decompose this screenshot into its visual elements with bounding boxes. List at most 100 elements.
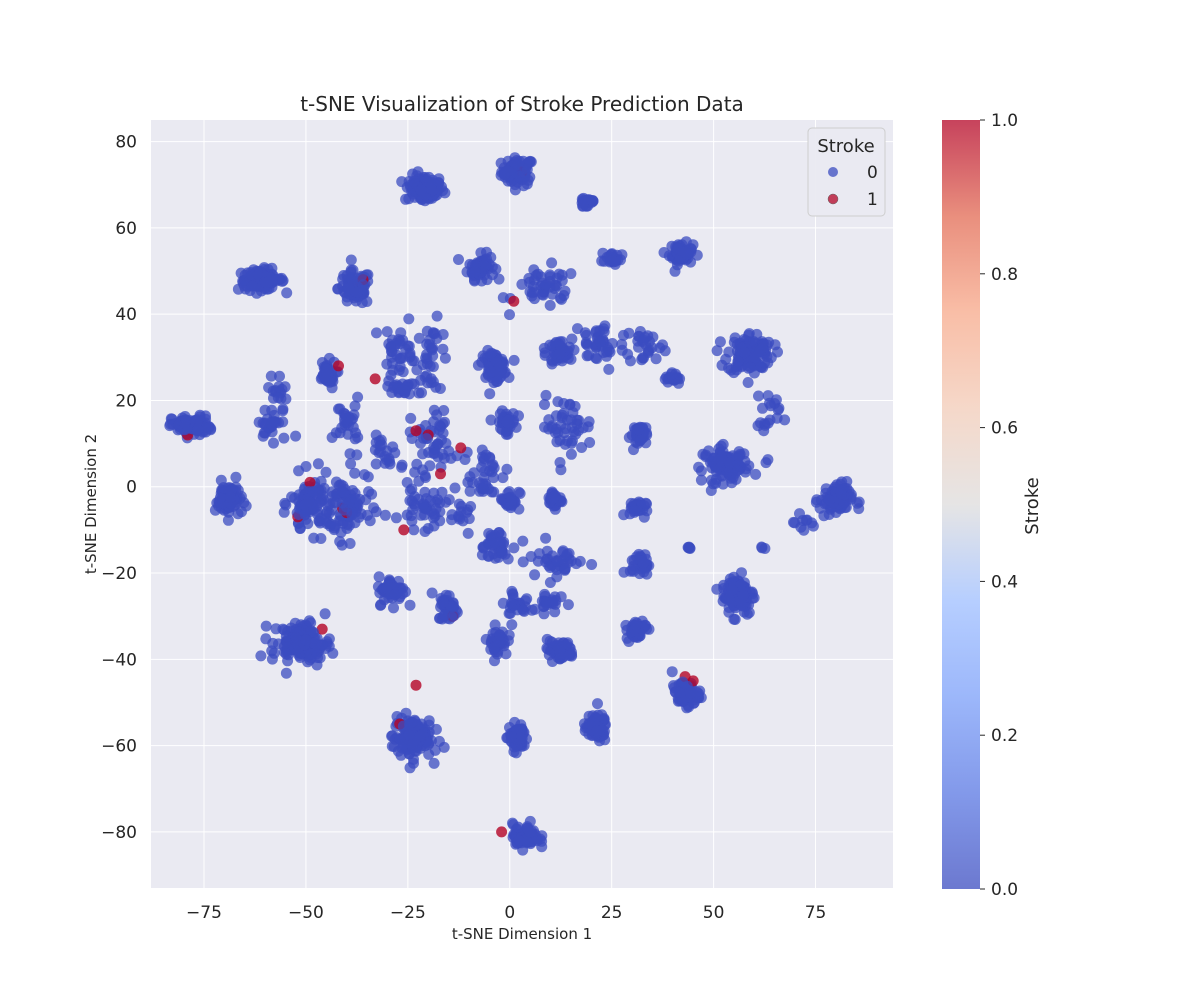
scatter-point-class-0 xyxy=(562,599,574,611)
y-tick-label: 0 xyxy=(126,478,137,498)
scatter-point-class-0 xyxy=(406,495,418,507)
scatter-point-class-0 xyxy=(375,599,387,611)
scatter-point-class-0 xyxy=(225,491,236,503)
scatter-point-class-0 xyxy=(290,632,302,643)
scatter-point-class-0 xyxy=(352,391,364,403)
scatter-point-class-0 xyxy=(279,497,291,509)
scatter-point-class-0 xyxy=(508,542,520,554)
scatter-point-class-0 xyxy=(396,176,408,188)
scatter-point-class-0 xyxy=(300,634,312,646)
scatter-point-class-0 xyxy=(514,488,526,499)
scatter-point-class-0 xyxy=(406,739,418,751)
scatter-point-class-0 xyxy=(389,589,401,600)
scatter-point-class-0 xyxy=(560,423,572,435)
scatter-point-class-0 xyxy=(638,566,650,578)
scatter-point-class-0 xyxy=(529,569,541,581)
scatter-point-class-0 xyxy=(501,463,513,475)
scatter-point-class-0 xyxy=(428,520,440,532)
scatter-point-class-0 xyxy=(421,433,432,445)
scatter-point-class-0 xyxy=(266,645,278,657)
scatter-point-class-0 xyxy=(364,515,376,527)
scatter-point-class-0 xyxy=(396,461,408,473)
scatter-point-class-0 xyxy=(304,654,316,666)
scatter-point-class-0 xyxy=(293,465,305,477)
scatter-point-class-0 xyxy=(823,494,835,506)
scatter-point-class-0 xyxy=(717,438,729,450)
scatter-point-class-1 xyxy=(369,373,381,385)
scatter-point-class-0 xyxy=(312,458,324,470)
x-axis-title: t-SNE Dimension 1 xyxy=(452,925,592,943)
scatter-point-class-0 xyxy=(381,326,393,338)
scatter-points xyxy=(164,152,865,856)
scatter-point-class-0 xyxy=(580,338,592,350)
scatter-point-class-0 xyxy=(278,432,290,444)
scatter-point-class-0 xyxy=(835,488,847,500)
scatter-point-class-0 xyxy=(345,458,357,470)
colorbar-tick-label: 0.8 xyxy=(991,265,1018,285)
scatter-point-class-0 xyxy=(564,650,575,662)
scatter-point-class-0 xyxy=(551,640,563,652)
scatter-point-class-0 xyxy=(390,512,402,524)
scatter-point-class-0 xyxy=(366,488,378,500)
scatter-point-class-0 xyxy=(485,347,497,359)
scatter-point-class-0 xyxy=(429,744,441,756)
scatter-point-class-0 xyxy=(549,606,561,618)
y-axis-title: t-SNE Dimension 2 xyxy=(82,434,100,574)
scatter-point-class-0 xyxy=(230,471,242,483)
scatter-point-class-0 xyxy=(381,582,392,594)
legend-box xyxy=(807,127,886,217)
scatter-point-class-0 xyxy=(551,272,563,284)
scatter-point-class-0 xyxy=(337,497,348,509)
scatter-point-class-0 xyxy=(337,273,349,285)
x-tick-labels: −75 −50 −25 0 25 50 75 xyxy=(186,903,826,923)
scatter-point-class-0 xyxy=(851,497,863,509)
scatter-point-class-0 xyxy=(523,272,535,284)
scatter-point-class-0 xyxy=(561,638,573,650)
scatter-point-class-1 xyxy=(435,468,446,480)
scatter-point-class-0 xyxy=(616,338,628,350)
scatter-point-class-0 xyxy=(682,541,694,553)
scatter-point-class-0 xyxy=(495,157,507,169)
scatter-point-class-0 xyxy=(726,584,738,596)
legend-marker-0 xyxy=(828,167,838,177)
scatter-point-class-0 xyxy=(421,325,433,337)
scatter-point-class-0 xyxy=(538,342,550,354)
scatter-point-class-0 xyxy=(657,339,668,351)
scatter-point-class-0 xyxy=(368,502,380,514)
scatter-point-class-0 xyxy=(677,676,689,688)
scatter-point-class-0 xyxy=(246,280,258,292)
scatter-point-class-0 xyxy=(266,653,278,665)
scatter-point-class-0 xyxy=(584,437,596,448)
colorbar-label: Stroke xyxy=(1022,477,1043,534)
scatter-point-class-0 xyxy=(711,345,723,357)
scatter-point-class-0 xyxy=(757,402,768,414)
scatter-point-class-0 xyxy=(405,412,417,424)
scatter-point-class-0 xyxy=(439,609,451,621)
x-tick-label: −75 xyxy=(186,903,222,923)
scatter-point-class-0 xyxy=(459,454,471,465)
scatter-point-class-0 xyxy=(308,637,320,649)
scatter-point-class-0 xyxy=(453,254,464,265)
scatter-point-class-0 xyxy=(383,453,395,465)
scatter-point-class-0 xyxy=(343,519,355,531)
scatter-point-class-0 xyxy=(428,757,440,769)
chart-title: t-SNE Visualization of Stroke Prediction… xyxy=(300,92,744,116)
scatter-point-class-0 xyxy=(517,556,529,568)
scatter-point-class-0 xyxy=(278,506,290,518)
scatter-point-class-0 xyxy=(408,175,420,187)
scatter-point-class-0 xyxy=(576,442,588,453)
scatter-point-class-0 xyxy=(732,465,744,476)
colorbar-gradient xyxy=(942,120,980,889)
scatter-point-class-0 xyxy=(762,417,774,429)
scatter-point-class-0 xyxy=(489,655,500,667)
scatter-point-class-0 xyxy=(222,514,234,526)
scatter-point-class-0 xyxy=(214,492,226,504)
scatter-point-class-0 xyxy=(401,381,413,393)
scatter-point-class-0 xyxy=(496,545,508,556)
scatter-point-class-0 xyxy=(417,464,429,476)
scatter-point-class-0 xyxy=(414,730,426,742)
scatter-point-class-0 xyxy=(527,281,539,292)
colorbar-tick-label: 0.0 xyxy=(991,880,1018,900)
scatter-point-class-0 xyxy=(539,399,550,410)
scatter-point-class-0 xyxy=(546,420,558,432)
